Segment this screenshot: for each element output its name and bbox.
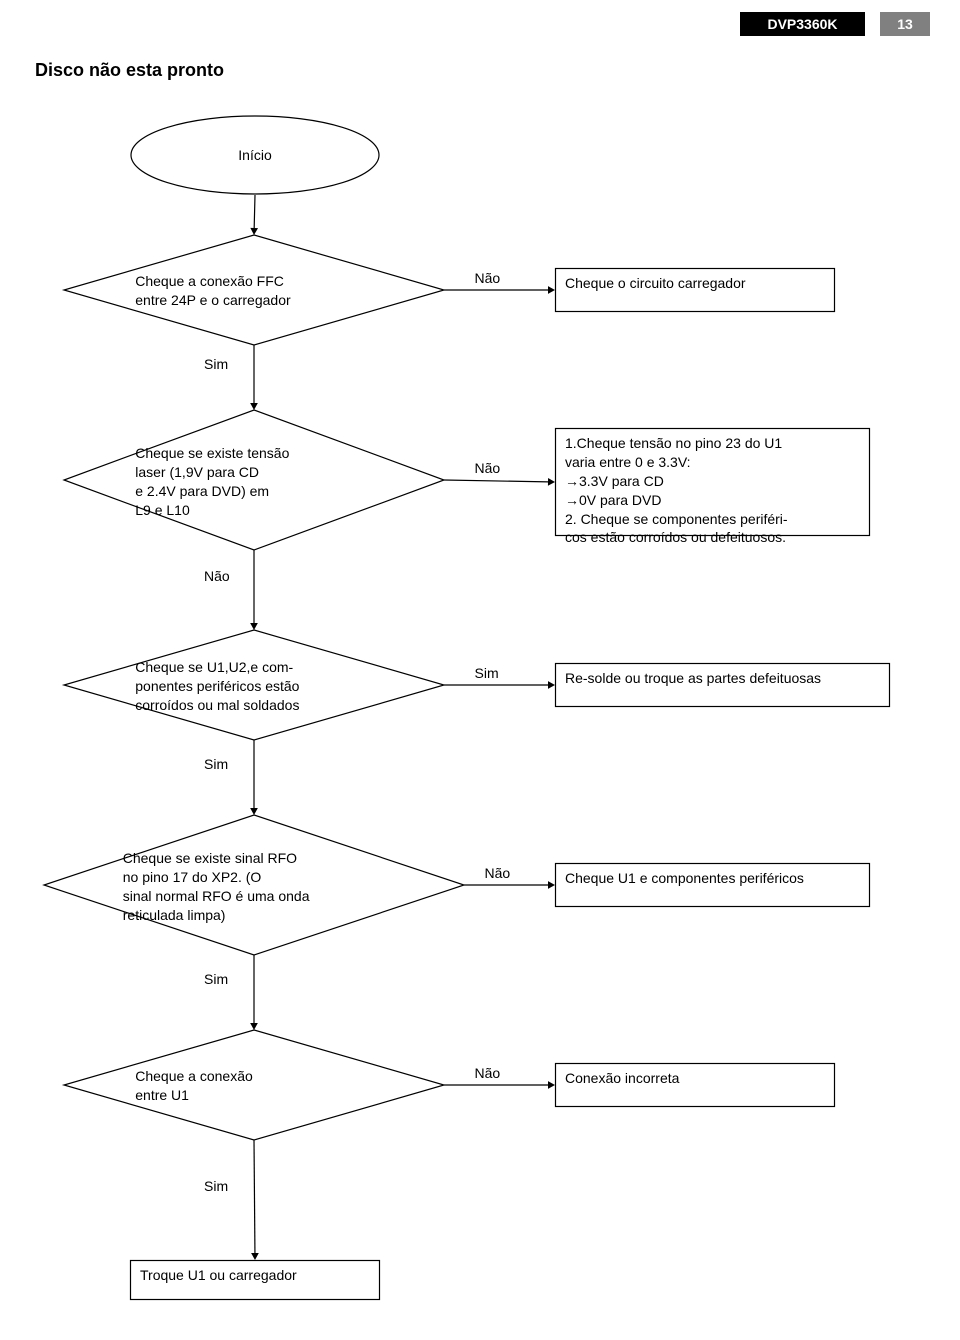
label-d5: Cheque a conexão entre U1 [135,1067,373,1103]
edge-0 [244,185,265,245]
label-end: Troque U1 ou carregador [140,1266,370,1294]
edge-label-4: Não [204,568,230,584]
label-p4: Cheque U1 e componentes periféricos [565,869,860,901]
edge-label-7: Não [485,865,511,881]
edge-label-2: Sim [204,356,228,372]
edge-8 [244,945,264,1040]
label-p2: 1.Cheque tensão no pino 23 do U1 varia e… [565,434,860,530]
product-text: DVP3360K [767,16,837,32]
edge-label-10: Sim [204,1178,228,1194]
label-start: Início [130,115,380,195]
edge-6 [244,730,264,825]
label-p5: Conexão incorreta [565,1069,825,1101]
edge-label-3: Não [475,460,501,476]
edge-label-9: Não [475,1065,501,1081]
section-title: Disco não esta pronto [35,60,224,81]
page-number-text: 13 [897,16,913,32]
product-badge: DVP3360K [740,12,865,36]
label-d4: Cheque se existe sinal RFO no pino 17 do… [123,849,386,921]
label-d2: Cheque se existe tensão laser (1,9V para… [135,444,373,516]
edge-5 [434,675,565,695]
edge-10 [244,1130,265,1270]
edge-4 [244,540,264,640]
label-p3: Re-solde ou troque as partes defeituosas [565,669,880,701]
label-d1: Cheque a conexão FFC entre 24P e o carre… [135,272,373,308]
edge-label-6: Sim [204,756,228,772]
page-number: 13 [880,12,930,36]
label-p1: Cheque o circuito carregador [565,274,825,306]
label-d3: Cheque se U1,U2,e com- ponentes periféri… [135,658,373,712]
edge-2 [244,335,264,420]
edge-label-1: Não [475,270,501,286]
edge-label-8: Sim [204,971,228,987]
edge-label-5: Sim [475,665,499,681]
